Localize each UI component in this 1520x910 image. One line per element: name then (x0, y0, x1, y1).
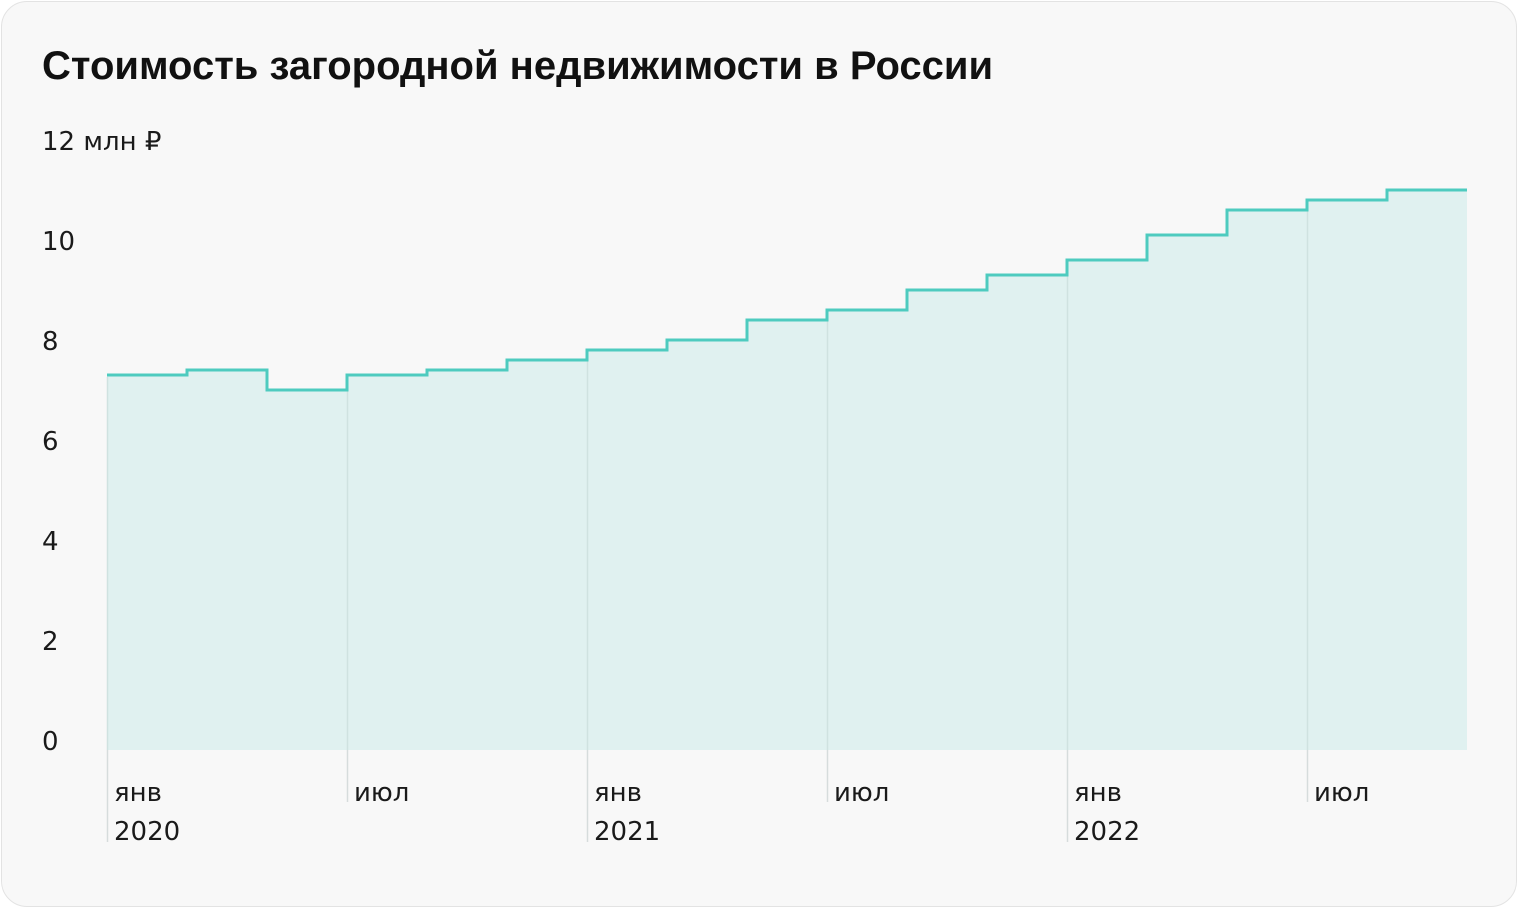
x-tick-month: июл (1314, 778, 1369, 808)
y-tick-label: 2 (42, 627, 59, 657)
area-fill-layer (107, 190, 1467, 750)
y-axis: 0 2 4 6 8 10 12 млн ₽ (42, 127, 161, 757)
y-tick-label: 10 (42, 227, 75, 257)
chart-title: Стоимость загородной недвижимости в Росс… (42, 44, 994, 88)
x-tick-month: июл (354, 778, 409, 808)
x-tick-month: июл (834, 778, 889, 808)
line-layer (107, 188, 1467, 392)
x-tick-month: янв (594, 778, 642, 808)
grid-layer (106, 202, 1309, 842)
y-tick-label: 6 (42, 427, 59, 457)
x-axis: янв 2020 июл янв 2021 июл янв 2022 июл (114, 778, 1369, 847)
y-tick-label: 0 (42, 727, 59, 757)
y-tick-label: 4 (42, 527, 59, 557)
x-tick-year: 2020 (114, 817, 180, 847)
area-fill (107, 190, 1467, 750)
series-line (107, 188, 1467, 392)
x-tick-month: янв (114, 778, 162, 808)
y-tick-label: 12 млн ₽ (42, 127, 161, 157)
x-tick-year: 2022 (1074, 817, 1140, 847)
x-tick-year: 2021 (594, 817, 660, 847)
y-tick-label: 8 (42, 327, 59, 357)
x-tick-month: янв (1074, 778, 1122, 808)
